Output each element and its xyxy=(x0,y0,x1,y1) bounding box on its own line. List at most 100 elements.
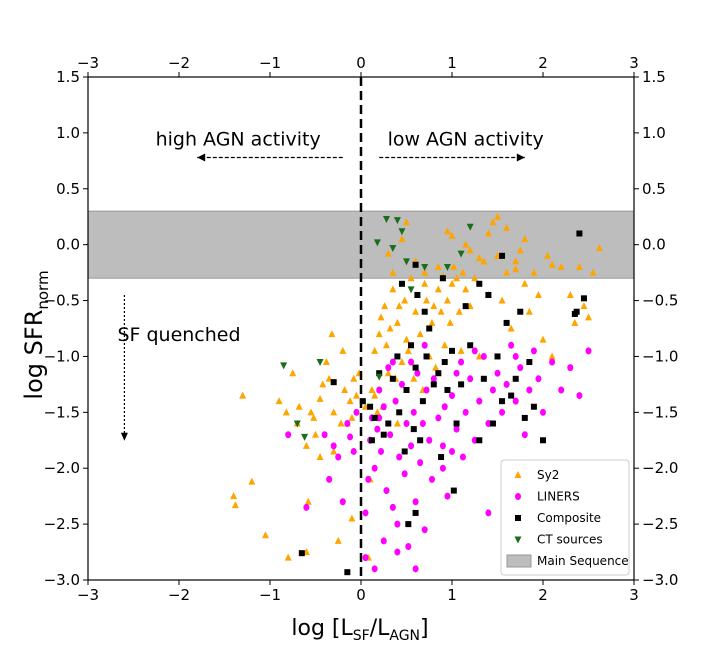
point-liners-21 xyxy=(387,431,394,439)
y-tick-label-right-2: −2.0 xyxy=(642,459,678,477)
point-composite-43 xyxy=(499,398,506,405)
x-tick-label-bottom-2: −1 xyxy=(259,586,281,604)
point-composite-58 xyxy=(476,280,483,287)
point-composite-44 xyxy=(503,319,510,326)
point-liners-59 xyxy=(508,341,515,349)
point-composite-12 xyxy=(396,409,403,416)
point-sy2-63 xyxy=(432,363,440,371)
y-tick-label-left-1: −2.5 xyxy=(44,515,80,533)
point-composite-27 xyxy=(435,370,442,377)
low-agn-arrow-head xyxy=(516,153,525,162)
point-sy2-103 xyxy=(384,249,392,257)
point-sy2-34 xyxy=(368,385,376,393)
legend-label-1: LINERS xyxy=(537,490,580,504)
point-liners-44 xyxy=(444,492,451,500)
point-sy2-43 xyxy=(386,324,394,332)
point-liners-41 xyxy=(435,414,442,422)
point-sy2-111 xyxy=(521,235,529,243)
point-composite-21 xyxy=(417,437,424,444)
x-tick-label-bottom-0: −3 xyxy=(77,586,99,604)
point-composite-19 xyxy=(412,364,419,371)
point-liners-50 xyxy=(467,375,474,383)
point-sy2-94 xyxy=(544,251,552,259)
point-composite-51 xyxy=(540,437,546,444)
x-tick-label-bottom-6: 3 xyxy=(629,586,639,604)
point-sy2-93 xyxy=(539,335,547,343)
point-composite-49 xyxy=(526,359,533,366)
point-composite-5 xyxy=(368,437,375,444)
point-liners-39 xyxy=(428,475,435,483)
point-liners-49 xyxy=(462,408,469,416)
point-composite-56 xyxy=(576,230,583,237)
point-liners-38 xyxy=(426,436,433,444)
y-tick-label-right-1: −2.5 xyxy=(642,515,678,533)
point-sy2-13 xyxy=(307,408,315,416)
point-composite-8 xyxy=(380,431,387,438)
point-composite-28 xyxy=(438,454,445,461)
point-liners-86 xyxy=(453,369,460,377)
point-liners-51 xyxy=(471,436,478,444)
point-sy2-2 xyxy=(239,391,247,399)
point-sy2-83 xyxy=(494,212,501,220)
point-liners-32 xyxy=(412,498,419,506)
point-liners-78 xyxy=(439,464,446,472)
point-sy2-49 xyxy=(401,296,409,304)
point-liners-48 xyxy=(459,453,466,461)
point-ct-sources-1 xyxy=(293,420,301,428)
point-ct-sources-2 xyxy=(301,433,309,441)
legend-marker-0 xyxy=(514,471,522,478)
y-tick-label-right-9: 1.5 xyxy=(642,68,666,86)
point-sy2-56 xyxy=(416,330,424,338)
point-liners-76 xyxy=(412,565,419,573)
point-composite-46 xyxy=(512,375,519,382)
point-sy2-29 xyxy=(350,374,358,382)
point-sy2-97 xyxy=(566,290,574,298)
point-sy2-54 xyxy=(412,307,420,315)
point-liners-15 xyxy=(374,425,381,433)
point-composite-24 xyxy=(423,353,430,360)
point-liners-37 xyxy=(423,386,430,394)
y-tick-label-right-7: 0.5 xyxy=(642,180,666,198)
point-sy2-124 xyxy=(348,514,356,522)
point-liners-11 xyxy=(365,475,372,483)
point-sy2-107 xyxy=(448,231,456,239)
y-tick-label-left-6: 0.0 xyxy=(56,236,80,254)
point-sy2-61 xyxy=(428,318,436,326)
legend-label-0: Sy2 xyxy=(537,468,559,482)
point-liners-5 xyxy=(335,453,342,461)
legend-label-3: CT sources xyxy=(537,533,603,547)
point-ct-sources-13 xyxy=(443,264,451,272)
y-tick-label-right-5: −0.5 xyxy=(642,292,678,310)
point-liners-7 xyxy=(344,420,351,428)
x-tick-label-bottom-3: 0 xyxy=(356,586,366,604)
point-liners-58 xyxy=(503,380,510,388)
point-composite-16 xyxy=(405,521,412,528)
point-sy2-8 xyxy=(289,369,297,377)
point-liners-54 xyxy=(485,420,492,428)
point-liners-62 xyxy=(521,431,528,439)
point-sy2-99 xyxy=(580,302,588,310)
point-sy2-101 xyxy=(589,268,597,276)
y-axis-label-sub: norm xyxy=(34,270,52,309)
point-liners-65 xyxy=(535,375,542,383)
point-composite-29 xyxy=(439,275,446,282)
point-ct-sources-3 xyxy=(316,359,324,367)
point-liners-34 xyxy=(417,459,424,467)
point-liners-74 xyxy=(380,537,387,545)
point-composite-54 xyxy=(580,295,587,302)
point-liners-25 xyxy=(396,453,403,461)
point-sy2-102 xyxy=(595,244,603,252)
point-composite-13 xyxy=(398,280,405,287)
point-liners-83 xyxy=(512,352,519,360)
point-liners-56 xyxy=(494,369,501,377)
point-sy2-89 xyxy=(521,279,529,287)
point-composite-37 xyxy=(467,342,474,349)
point-liners-75 xyxy=(394,548,401,556)
point-sy2-47 xyxy=(395,302,403,310)
point-liners-47 xyxy=(458,358,465,366)
point-composite-32 xyxy=(449,347,455,354)
annotations: high AGN activity low AGN activity SF quen… xyxy=(117,128,544,441)
point-sy2-70 xyxy=(448,279,456,287)
point-composite-39 xyxy=(480,375,487,382)
